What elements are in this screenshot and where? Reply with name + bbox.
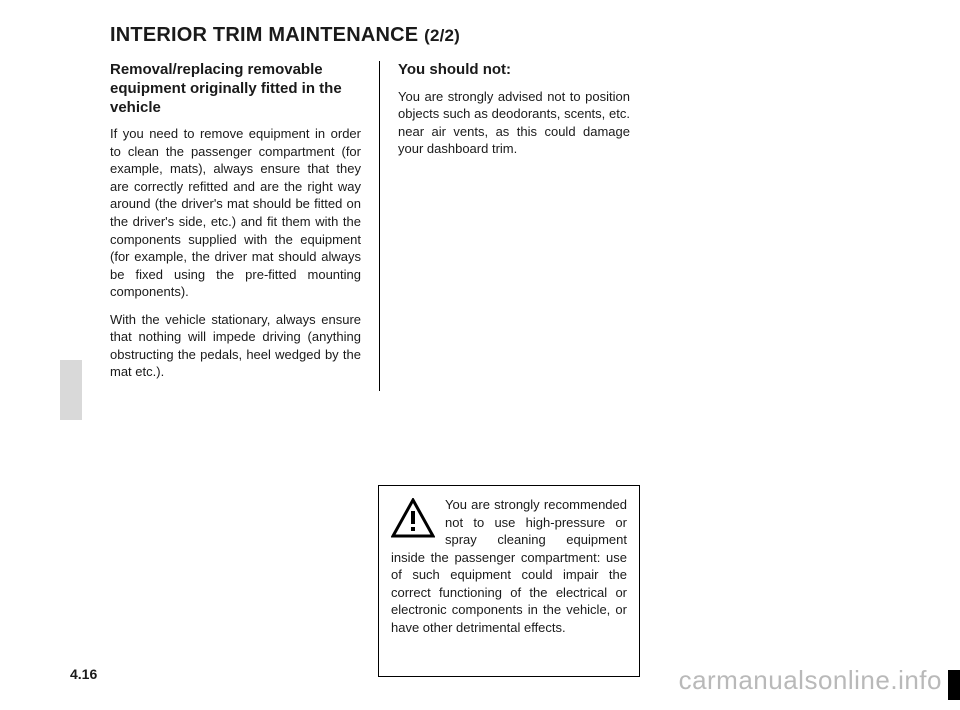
column-2: You should not: You are strongly advised… [380, 61, 650, 391]
manual-page: INTERIOR TRIM MAINTENANCE (2/2) Removal/… [0, 0, 960, 710]
page-number: 4.16 [70, 666, 97, 682]
title-part: (2/2) [424, 26, 460, 45]
watermark: carmanualsonline.info [679, 665, 942, 696]
side-tab [60, 360, 82, 420]
title-main: INTERIOR TRIM MAINTENANCE [110, 24, 418, 46]
col2-paragraph-1: You are strongly advised not to position… [398, 88, 630, 158]
warning-triangle-icon [391, 498, 435, 538]
column-1: Removal/replacing removable equipment or… [110, 61, 380, 391]
warning-box: You are strongly recommended not to use … [378, 485, 640, 677]
page-title: INTERIOR TRIM MAINTENANCE (2/2) [110, 24, 890, 47]
col1-paragraph-1: If you need to remove equipment in order… [110, 125, 361, 300]
col1-paragraph-2: With the vehicle stationary, always ensu… [110, 311, 361, 381]
col2-heading: You should not: [398, 61, 630, 80]
content-columns: Removal/replacing removable equipment or… [110, 61, 890, 391]
col1-heading: Removal/replacing removable equipment or… [110, 61, 361, 117]
edge-mark [948, 670, 960, 700]
